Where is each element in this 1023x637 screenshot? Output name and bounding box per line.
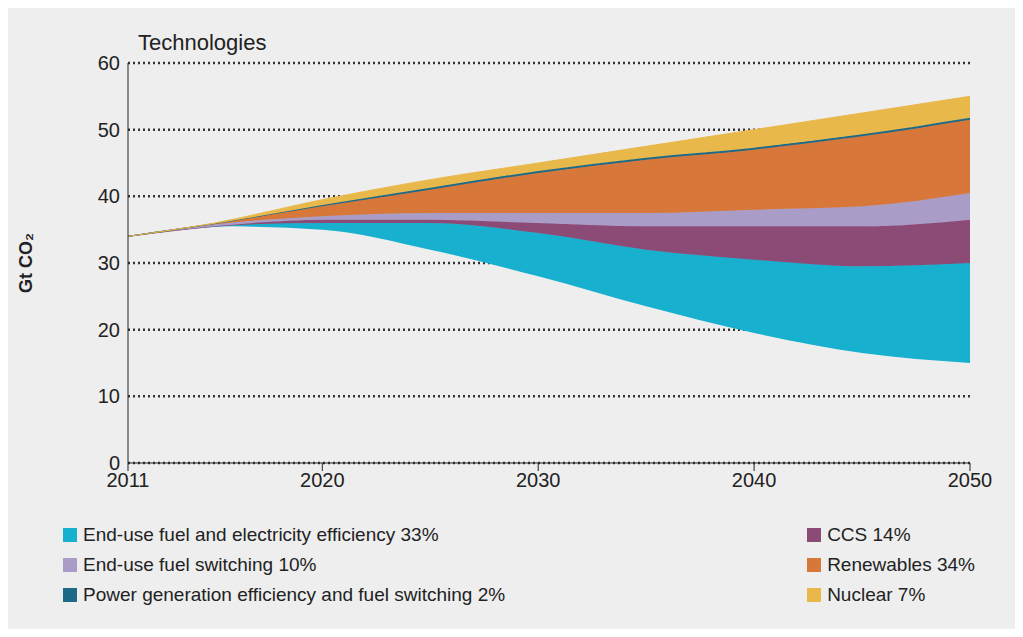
svg-text:50: 50	[98, 119, 120, 141]
html-text:Renewables 34%: Renewables 34%	[827, 554, 975, 575]
svg-text:40: 40	[98, 185, 120, 207]
svg-text:2040: 2040	[732, 469, 777, 491]
html-text:End-use fuel switching 10%: End-use fuel switching 10%	[83, 554, 317, 575]
svg-text:2030: 2030	[516, 469, 561, 491]
svg-text:30: 30	[98, 252, 120, 274]
html-text:End-use fuel and electricity e: End-use fuel and electricity efficiency …	[83, 524, 439, 545]
svg-text:0: 0	[109, 452, 120, 474]
html-text:Technologies: Technologies	[138, 30, 267, 55]
html-text:Power generation efficiency an: Power generation efficiency and fuel swi…	[83, 584, 506, 605]
svg-text:10: 10	[98, 385, 120, 407]
svg-text:20: 20	[98, 319, 120, 341]
html-text:Nuclear 7%: Nuclear 7%	[827, 584, 926, 605]
svg-text:2050: 2050	[948, 469, 993, 491]
svg-text:2020: 2020	[300, 469, 345, 491]
svg-text:2011: 2011	[106, 469, 150, 492]
svg-text:Gt CO₂: Gt CO₂	[16, 233, 36, 293]
html-text:CCS 14%: CCS 14%	[827, 524, 911, 545]
svg-text:60: 60	[98, 52, 120, 74]
